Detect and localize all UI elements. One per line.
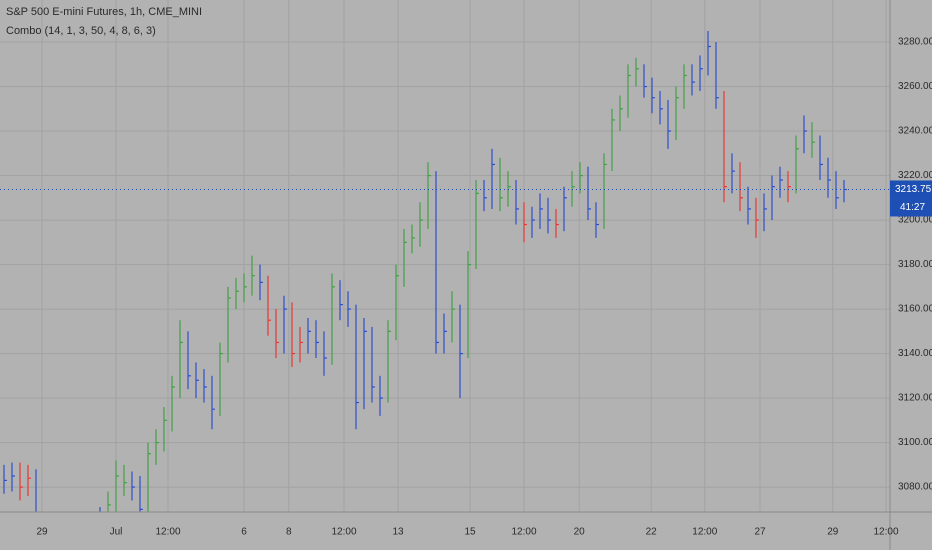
x-tick-label: 29 (827, 527, 839, 538)
grid (0, 0, 890, 512)
y-tick-label: 3260.00 (898, 81, 932, 92)
x-tick-label: Jul (110, 527, 123, 538)
x-tick-label: 22 (646, 527, 658, 538)
x-tick-label: 12:00 (873, 527, 898, 538)
last-price-box (890, 180, 932, 199)
x-tick-label: 12:00 (511, 527, 536, 538)
y-tick-label: 3220.00 (898, 170, 932, 181)
x-tick-label: 6 (241, 527, 247, 538)
y-tick-label: 3100.00 (898, 437, 932, 448)
last-price-label: 3213.75 (895, 184, 932, 195)
chart-title: S&P 500 E-mini Futures, 1h, CME_MINI (6, 6, 202, 18)
y-tick-label: 3200.00 (898, 215, 932, 226)
x-tick-label: 20 (574, 527, 586, 538)
y-tick-label: 3180.00 (898, 259, 932, 270)
bars (0, 30, 890, 512)
x-tick-label: 12:00 (155, 527, 180, 538)
x-tick-label: 8 (286, 527, 292, 538)
x-tick-label: 27 (754, 527, 766, 538)
x-tick-label: 29 (36, 527, 48, 538)
y-tick-label: 3080.00 (898, 482, 932, 493)
x-tick-label: 13 (392, 527, 404, 538)
x-tick-label: 15 (464, 527, 476, 538)
x-tick-label: 12:00 (331, 527, 356, 538)
countdown-label: 41:27 (900, 202, 925, 213)
y-tick-label: 3280.00 (898, 37, 932, 48)
y-tick-label: 3120.00 (898, 393, 932, 404)
axes: 3080.00 3100.00 3120.00 3140.00 3160.00 3180.… (36, 37, 932, 538)
countdown-box (890, 198, 932, 217)
x-tick-label: 12:00 (692, 527, 717, 538)
indicator-label: Combo (14, 1, 3, 50, 4, 8, 6, 3) (6, 25, 156, 37)
y-tick-label: 3140.00 (898, 348, 932, 359)
y-tick-label: 3240.00 (898, 126, 932, 137)
y-tick-label: 3160.00 (898, 304, 932, 315)
